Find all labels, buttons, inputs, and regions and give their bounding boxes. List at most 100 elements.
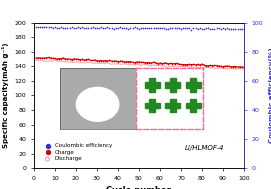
Point: [149, 62, 154, 65]
Point: [168, 26, 173, 29]
Point: [193, 63, 198, 66]
Point: [217, 64, 221, 67]
Point: [191, 63, 196, 66]
Point: [166, 62, 170, 65]
Bar: [145, 103, 160, 108]
Point: [130, 61, 135, 64]
Point: [126, 63, 131, 66]
Bar: [145, 82, 160, 88]
Point: [196, 66, 200, 69]
Point: [227, 67, 231, 70]
Point: [181, 27, 185, 30]
Point: [227, 27, 231, 30]
Point: [91, 26, 95, 29]
Point: [44, 60, 49, 63]
Point: [133, 63, 137, 66]
Point: [128, 60, 133, 63]
Point: [120, 26, 124, 29]
Point: [214, 67, 219, 70]
Point: [105, 60, 109, 63]
Point: [128, 27, 133, 30]
Point: [212, 67, 217, 70]
Point: [59, 60, 63, 63]
Point: [200, 63, 204, 66]
Point: [143, 27, 147, 30]
Point: [46, 25, 51, 28]
Point: [122, 61, 126, 64]
Point: [237, 65, 242, 68]
Point: [179, 27, 183, 30]
Point: [57, 60, 61, 63]
Point: [145, 61, 150, 64]
Point: [225, 67, 229, 70]
Point: [172, 64, 177, 67]
Point: [217, 27, 221, 30]
Point: [187, 65, 191, 68]
Point: [95, 61, 99, 64]
Point: [214, 27, 219, 30]
Point: [55, 58, 59, 61]
Point: [122, 63, 126, 66]
Point: [187, 26, 191, 29]
Point: [208, 64, 212, 67]
Point: [103, 27, 107, 30]
Point: [233, 28, 238, 31]
Point: [172, 62, 177, 65]
Point: [137, 27, 141, 30]
Point: [223, 27, 227, 30]
Point: [235, 27, 240, 30]
Point: [166, 27, 170, 30]
Point: [99, 25, 103, 28]
Point: [221, 67, 225, 70]
Point: [200, 66, 204, 69]
Bar: [190, 78, 196, 92]
Point: [51, 57, 55, 60]
Point: [118, 60, 122, 63]
Bar: [170, 78, 176, 92]
Point: [175, 65, 179, 68]
Point: [53, 58, 57, 61]
Point: [72, 61, 76, 64]
Point: [147, 64, 151, 67]
Point: [130, 27, 135, 30]
Point: [198, 27, 202, 30]
Point: [147, 61, 151, 64]
Bar: [165, 103, 180, 108]
Point: [210, 64, 215, 67]
Point: [198, 64, 202, 67]
Point: [40, 25, 44, 28]
Point: [196, 63, 200, 66]
Point: [76, 60, 80, 63]
Point: [97, 26, 101, 29]
Point: [103, 62, 107, 65]
Bar: [150, 99, 156, 112]
Point: [206, 26, 210, 29]
Point: [93, 62, 97, 65]
Point: [42, 60, 47, 63]
Point: [223, 67, 227, 70]
Point: [116, 60, 120, 63]
Point: [88, 61, 93, 64]
Point: [130, 63, 135, 66]
Point: [88, 59, 93, 62]
Point: [74, 27, 78, 30]
Point: [235, 67, 240, 70]
Point: [149, 64, 154, 67]
Point: [91, 62, 95, 65]
Point: [59, 26, 63, 29]
Point: [124, 60, 128, 63]
Point: [141, 27, 145, 30]
Point: [42, 26, 47, 29]
Point: [145, 63, 150, 66]
Point: [221, 27, 225, 30]
Point: [191, 26, 196, 29]
Point: [93, 26, 97, 29]
Point: [189, 28, 193, 31]
Point: [206, 64, 210, 67]
Point: [175, 26, 179, 29]
Point: [179, 63, 183, 66]
Point: [177, 65, 181, 68]
Point: [177, 63, 181, 66]
Point: [240, 65, 244, 68]
Point: [84, 26, 89, 29]
